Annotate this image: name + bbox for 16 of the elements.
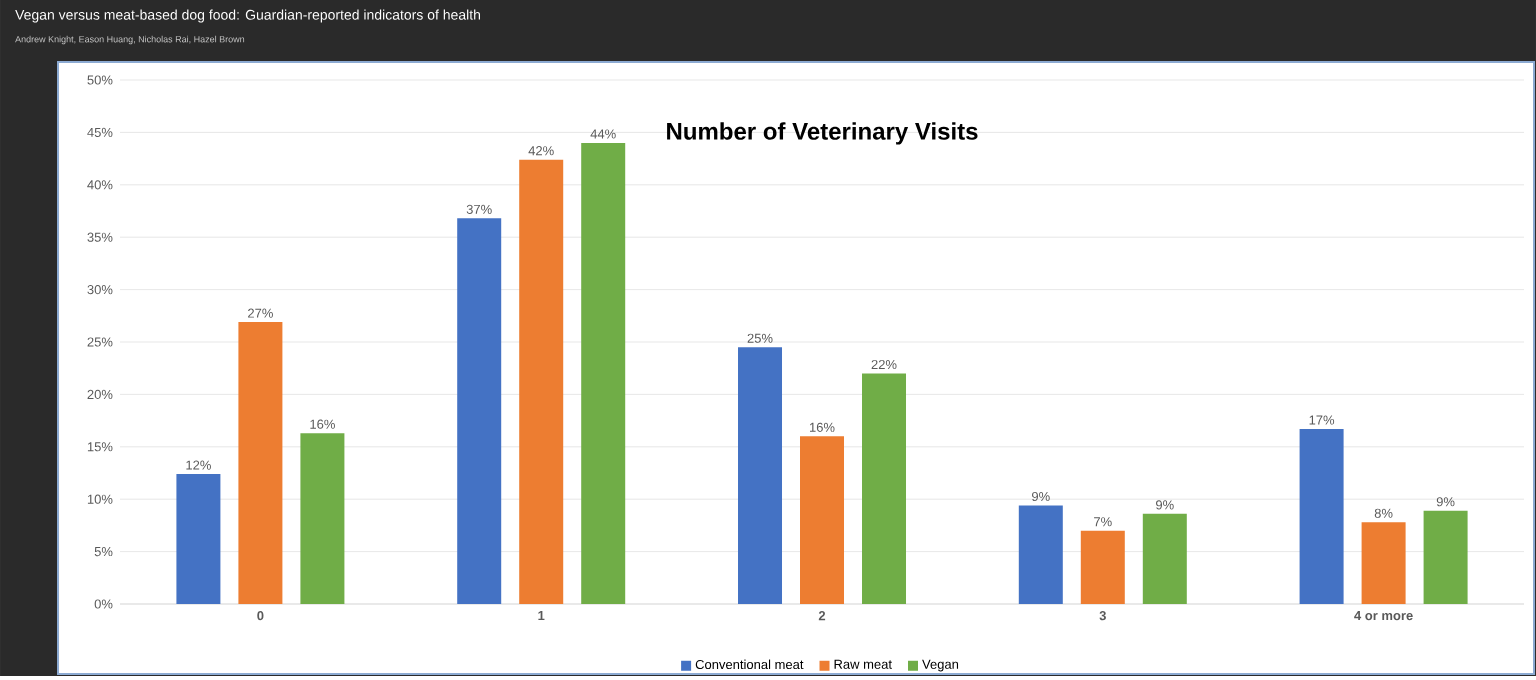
bar (1018, 505, 1063, 604)
bar (457, 218, 502, 604)
bar (581, 142, 626, 604)
bar (1080, 530, 1125, 604)
bar (1423, 510, 1468, 604)
bar (800, 436, 844, 604)
bar (1361, 522, 1406, 604)
text: Number of Veterinary Visits (667, 122, 978, 145)
bar (238, 322, 283, 604)
bar (862, 373, 907, 604)
bar (300, 433, 345, 604)
bar (738, 347, 783, 604)
bar (1142, 513, 1187, 604)
bar (1299, 428, 1344, 604)
bar (519, 159, 564, 604)
bar (176, 474, 221, 604)
